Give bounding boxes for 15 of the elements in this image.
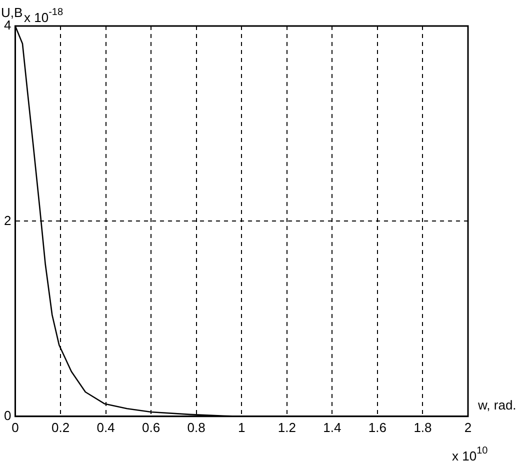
y-tick-label: 4 bbox=[4, 18, 12, 33]
y-tick-label: 0 bbox=[4, 408, 12, 423]
x-axis-title: w, rad. bbox=[477, 397, 516, 412]
x-tick-label: 1.2 bbox=[278, 420, 296, 435]
x-tick-label: 2 bbox=[464, 420, 472, 435]
x-tick-label: 1 bbox=[238, 420, 246, 435]
x-tick-label: 0.2 bbox=[51, 420, 70, 435]
x-tick-label: 0.6 bbox=[142, 420, 160, 435]
y-axis-title: U,B bbox=[1, 5, 23, 20]
y-tick-label: 2 bbox=[4, 212, 12, 228]
x-tick-label: 0.8 bbox=[187, 420, 206, 435]
x-tick-label: 1.4 bbox=[323, 420, 342, 435]
x-tick-label: 1.6 bbox=[368, 420, 386, 435]
x-tick-label: 1.8 bbox=[414, 420, 432, 435]
x-tick-label: 0.4 bbox=[96, 420, 115, 435]
